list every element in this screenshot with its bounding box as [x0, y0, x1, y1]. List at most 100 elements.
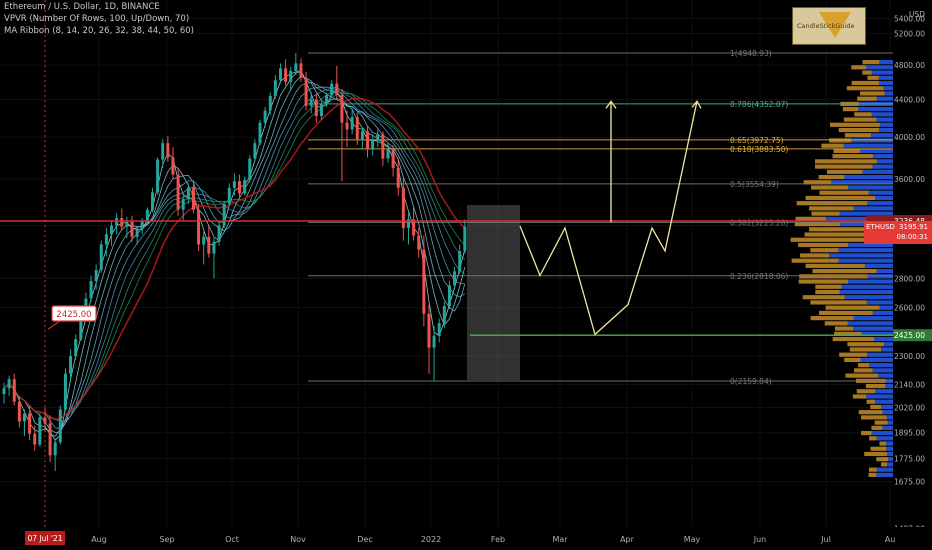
vp-bar-down [798, 279, 849, 284]
vp-bar-down [869, 436, 877, 441]
vp-bar-down [876, 457, 889, 462]
vp-bar-up [848, 185, 893, 190]
candle-body [376, 134, 380, 141]
vp-bar-down [849, 347, 882, 352]
candle-body [12, 379, 16, 402]
price-axis-bg [893, 0, 932, 550]
vp-bar-up [879, 305, 893, 310]
time-tick-label: Oct [225, 535, 239, 544]
price-tag-countdown: 08:00:31 [897, 233, 928, 241]
vp-bar-up [875, 195, 893, 201]
candle-body [263, 110, 267, 123]
logo-text: CandleStickGuide [797, 22, 855, 30]
vp-bar-down [839, 352, 867, 357]
candle-body [43, 417, 47, 424]
cursor-date-label: 07 Jul '21 [28, 534, 63, 543]
vp-bar-up [862, 169, 893, 174]
vp-bar-down [821, 143, 844, 148]
price-tick-label: 1775.00 [894, 455, 925, 464]
vp-bar-up [844, 174, 893, 180]
vp-bar-down [812, 269, 877, 274]
candle-body [248, 158, 252, 180]
candle-body [130, 221, 134, 237]
price-tick-label: 2800.00 [894, 274, 925, 283]
vp-bar-up [867, 274, 893, 279]
candle-body [110, 225, 114, 235]
price-tick-label: 4800.00 [894, 61, 925, 70]
candle-body [104, 234, 108, 245]
vp-bar-up [870, 133, 893, 138]
vp-bar-up [872, 310, 893, 315]
vp-bar-up [872, 164, 893, 169]
ma-ribbon-line [3, 97, 466, 421]
candle-body [268, 95, 272, 111]
time-tick-label: Mar [552, 535, 568, 544]
candle-body [181, 199, 185, 210]
candle-body [120, 218, 124, 227]
time-tick-label: Feb [491, 535, 505, 544]
candle-body [115, 218, 119, 226]
candle-body [99, 244, 103, 270]
ma-ribbon-indicator-label[interactable]: MA Ribbon (8, 14, 20, 26, 32, 38, 44, 50… [4, 26, 194, 36]
candle-body [371, 140, 375, 150]
vp-bar-down [818, 174, 845, 180]
vp-bar-down [811, 185, 849, 190]
vp-bar-down [838, 127, 879, 133]
time-axis[interactable]: Aug Sep Oct Nov Dec 2022 Feb Mar Apr May Jun Jul Au 0… [0, 527, 932, 550]
vp-bar-up [881, 347, 893, 352]
vp-bar-down [857, 96, 877, 101]
candle-body [453, 271, 457, 286]
vp-bar-down [824, 321, 848, 326]
vp-bar-up [876, 436, 893, 441]
vp-bar-up [887, 451, 893, 457]
vp-bar-up [874, 399, 893, 404]
vp-bar-down [834, 331, 862, 336]
vp-bar-down [842, 107, 859, 112]
candle-body [202, 236, 206, 245]
candle-body [135, 229, 139, 237]
vp-bar-up [888, 457, 893, 462]
candle-body [69, 356, 73, 374]
vp-bar-up [858, 107, 893, 112]
vp-bar-up [866, 300, 893, 305]
vp-bar-up [876, 472, 893, 477]
fib-label: 0.786(4352.07) [730, 100, 788, 109]
candle-body [330, 83, 334, 96]
vp-bar-down [800, 253, 830, 258]
vp-bar-up [871, 112, 893, 117]
vp-bar-up [877, 159, 893, 164]
vp-bar-down [802, 295, 845, 300]
vp-bar-up [860, 148, 893, 154]
vp-bar-up [885, 441, 893, 446]
vp-bar-down [809, 206, 854, 211]
vp-bar-down [871, 425, 883, 430]
vp-bar-up [876, 269, 893, 274]
horizontal-lines: 2425.00 [0, 220, 893, 336]
vp-bar-down [791, 258, 839, 263]
vp-bar-down [858, 410, 883, 415]
candle-body [325, 95, 329, 105]
candle-body [150, 192, 154, 210]
vpvr-indicator-label[interactable]: VPVR (Number Of Rows, 100, Up/Down, 70) [4, 14, 190, 24]
vp-bar-down [798, 242, 849, 248]
vp-bar-down [861, 415, 887, 420]
vp-bar-down [844, 357, 861, 363]
candle-body [38, 417, 42, 445]
candle-body [391, 149, 395, 169]
vp-bar-up [887, 462, 893, 467]
vp-bar-up [848, 242, 893, 248]
price-tick-label: 2140.00 [894, 381, 925, 390]
vp-bar-down [847, 342, 884, 347]
fib-retracement: 1(4948.93) 0.786(4352.07) 0.65(3972.75)0.6… [308, 49, 893, 386]
vp-bar-up [872, 154, 893, 159]
time-tick-label: May [684, 535, 701, 544]
candle-body [48, 423, 52, 456]
candle-body [284, 68, 288, 82]
vp-bar-down [870, 404, 882, 410]
vp-bar-up [887, 420, 893, 425]
vp-bar-down [862, 60, 880, 65]
candle-body [366, 131, 370, 150]
